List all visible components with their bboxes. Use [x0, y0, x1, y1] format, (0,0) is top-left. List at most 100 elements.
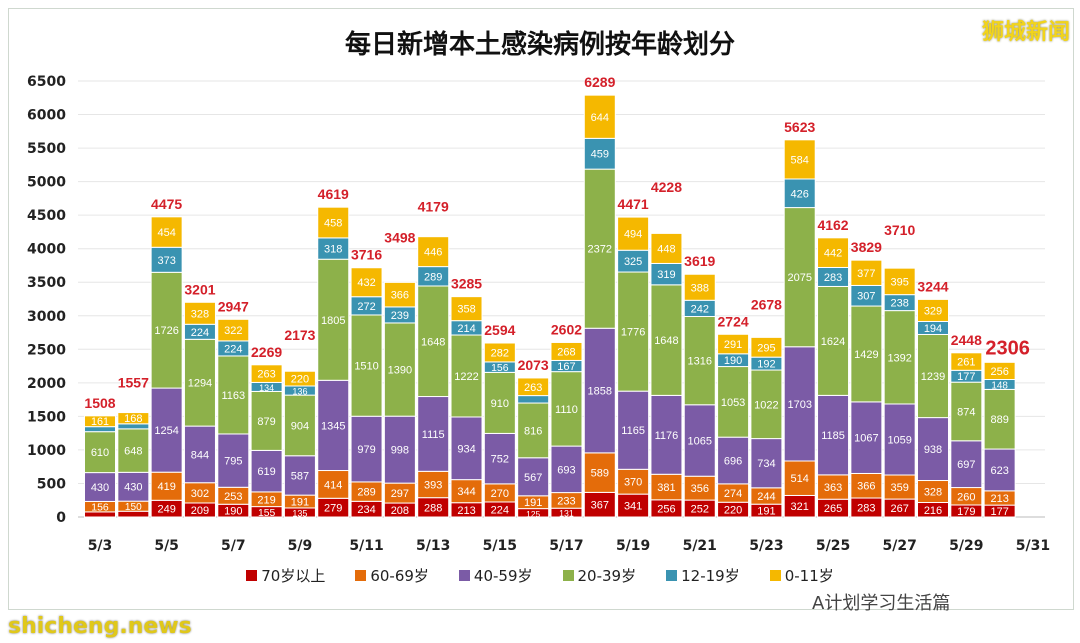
x-tick-label: 5/23 — [749, 538, 783, 554]
bar-segment — [650, 473, 683, 501]
data-label: 1165 — [621, 425, 645, 437]
data-label: 244 — [757, 491, 775, 503]
data-label: 329 — [924, 305, 942, 317]
data-label: 125 — [526, 509, 540, 519]
data-label: 161 — [91, 416, 109, 428]
data-label: 261 — [957, 357, 975, 369]
bar-segment — [817, 285, 850, 396]
bar-segment — [517, 402, 550, 459]
y-tick-label: 3000 — [27, 309, 66, 325]
bar-segment — [417, 285, 450, 398]
data-label: 265 — [824, 503, 842, 515]
data-label: 321 — [791, 501, 809, 513]
data-label: 260 — [957, 491, 975, 503]
data-label: 752 — [491, 454, 509, 466]
y-tick-label: 2000 — [27, 376, 66, 392]
data-label: 208 — [391, 505, 409, 517]
data-label: 224 — [191, 327, 209, 339]
y-tick-label: 5000 — [27, 175, 66, 191]
data-label: 288 — [424, 502, 442, 514]
bar-segment — [483, 371, 516, 434]
data-label: 344 — [457, 486, 475, 498]
data-label: 370 — [624, 477, 642, 489]
data-label: 307 — [857, 291, 875, 303]
data-label: 302 — [191, 488, 209, 500]
bar-segment — [950, 381, 983, 442]
data-label: 1059 — [887, 434, 911, 446]
bar-segment — [150, 471, 183, 501]
bar-segment — [750, 336, 783, 358]
watermark-bottom-right: A计划学习生活篇 — [812, 593, 951, 614]
bar-segment — [717, 333, 750, 355]
legend-label: 0-11岁 — [784, 567, 834, 585]
bar-segment — [617, 216, 650, 251]
bar-segment — [783, 139, 816, 180]
total-label: 2594 — [484, 322, 515, 338]
data-label: 242 — [691, 303, 709, 315]
legend-label: 12-19岁 — [681, 567, 740, 585]
data-label: 1163 — [221, 390, 245, 402]
watermark-bottom-left: shicheng.news — [8, 614, 192, 639]
bar-segment — [917, 333, 949, 419]
total-label: 4179 — [418, 199, 449, 215]
bar-segment — [550, 341, 583, 361]
bar-segment — [117, 428, 150, 473]
legend-label: 60-69岁 — [370, 567, 429, 585]
data-label: 1703 — [787, 399, 811, 411]
data-label: 459 — [591, 149, 609, 161]
bar-segment — [783, 178, 816, 209]
data-label: 874 — [957, 406, 975, 418]
bar-segment — [883, 267, 916, 296]
x-tick-label: 5/13 — [416, 538, 450, 554]
legend-label: 70岁以上 — [261, 567, 326, 585]
data-label: 156 — [91, 503, 109, 514]
data-label: 1067 — [854, 433, 878, 445]
legend-item: 40-59岁 — [458, 566, 533, 586]
bar-segment — [983, 361, 1016, 380]
bar-segment — [550, 445, 583, 494]
data-label: 319 — [657, 269, 675, 281]
bar-segment — [450, 416, 483, 481]
total-label: 2173 — [284, 327, 315, 343]
data-label: 373 — [157, 255, 175, 267]
bar-segment — [650, 232, 683, 264]
data-label: 904 — [291, 420, 309, 432]
data-label: 233 — [557, 495, 575, 507]
total-label: 2678 — [751, 296, 782, 312]
bar-segment — [583, 327, 616, 454]
total-label: 2269 — [251, 344, 282, 360]
bar-segment — [683, 404, 716, 477]
bar-segment — [583, 491, 616, 518]
bar-segment — [783, 207, 816, 348]
data-label: 282 — [491, 347, 509, 359]
bar-segment — [850, 401, 883, 474]
bar-segment — [850, 259, 883, 286]
data-label: 249 — [157, 504, 175, 516]
bar-segment — [517, 377, 550, 397]
data-label: 697 — [957, 459, 975, 471]
total-label: 3244 — [917, 278, 948, 294]
x-tick-label: 5/11 — [349, 538, 383, 554]
data-label: 283 — [824, 272, 842, 284]
total-label: 4471 — [618, 196, 649, 212]
bar-segment — [417, 236, 450, 268]
data-label: 587 — [291, 470, 309, 482]
legend-item: 12-19岁 — [666, 566, 740, 586]
bar-segment — [783, 460, 816, 496]
bar-segment — [750, 438, 783, 489]
total-label: 2947 — [218, 298, 249, 314]
data-label: 291 — [724, 339, 742, 351]
x-tick-label: 5/25 — [816, 538, 850, 554]
data-label: 648 — [124, 446, 142, 458]
data-label: 494 — [624, 229, 642, 241]
data-label: 910 — [491, 398, 509, 410]
data-label: 567 — [524, 472, 542, 484]
data-label: 844 — [191, 449, 209, 461]
data-label: 190 — [724, 355, 742, 367]
data-label: 1316 — [688, 356, 712, 368]
data-label: 381 — [657, 482, 675, 494]
data-label: 214 — [457, 323, 475, 335]
legend-item: 20-39岁 — [562, 566, 636, 586]
data-label: 414 — [324, 479, 342, 491]
